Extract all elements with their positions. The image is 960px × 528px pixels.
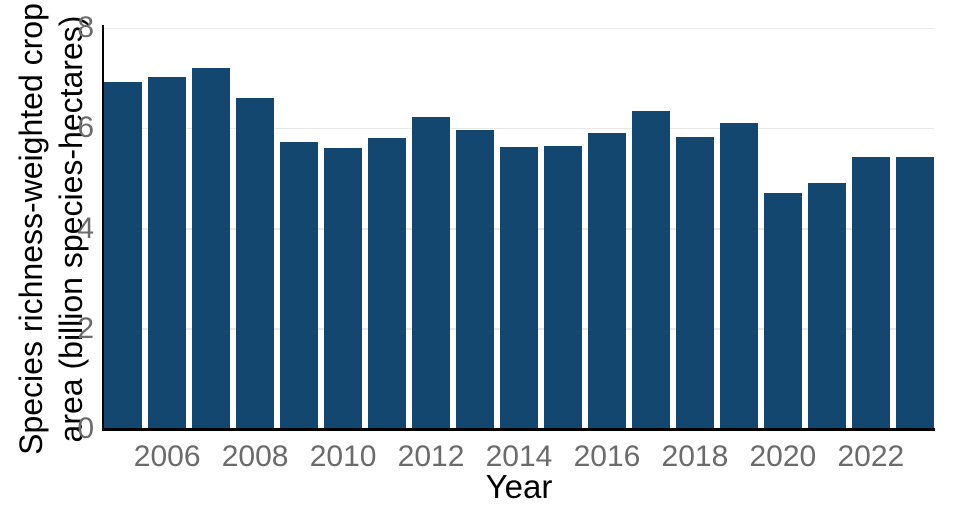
bar-2007 xyxy=(191,68,231,429)
bar-2012 xyxy=(411,117,451,429)
x-tick-label-2010: 2010 xyxy=(309,440,377,473)
bar-2008 xyxy=(235,98,275,429)
bar-2018 xyxy=(675,136,715,429)
x-tick-label-2018: 2018 xyxy=(661,440,729,473)
bar-2009 xyxy=(279,142,319,429)
x-tick-label-2020: 2020 xyxy=(749,440,817,473)
x-tick-label-2008: 2008 xyxy=(221,440,289,473)
gridline-8 xyxy=(104,27,934,29)
y-tick-label-8: 8 xyxy=(77,11,94,44)
y-tick-label-0: 0 xyxy=(77,412,94,445)
bar-2005 xyxy=(104,81,143,429)
bar-2023 xyxy=(895,156,935,429)
x-tick-label-2022: 2022 xyxy=(837,440,905,473)
y-tick-label-2: 2 xyxy=(77,311,94,345)
bars xyxy=(104,28,935,429)
gridline-6 xyxy=(104,127,934,130)
x-axis-line xyxy=(102,428,935,431)
bar-2013 xyxy=(455,129,495,429)
x-tick-label-2016: 2016 xyxy=(573,440,641,473)
y-tick-label-4: 4 xyxy=(77,211,94,245)
bar-2016 xyxy=(587,133,627,429)
x-tick-label-2012: 2012 xyxy=(397,440,465,473)
bar-2010 xyxy=(323,148,363,429)
y-axis-line xyxy=(102,25,104,430)
bar-2022 xyxy=(851,156,891,429)
bar-2014 xyxy=(499,147,539,429)
bar-2015 xyxy=(543,145,583,429)
bar-2021 xyxy=(807,183,847,429)
x-tick-label-2014: 2014 xyxy=(485,440,553,473)
x-axis-title: Year xyxy=(485,468,553,505)
bar-2019 xyxy=(719,123,759,429)
bar-2020 xyxy=(763,193,803,429)
y-tick-label-6: 6 xyxy=(77,111,94,145)
x-tick-label-2006: 2006 xyxy=(133,440,201,473)
bar-2006 xyxy=(147,76,187,429)
bar-2011 xyxy=(367,138,407,429)
plot-area xyxy=(104,27,935,429)
bar-2017 xyxy=(631,110,671,429)
